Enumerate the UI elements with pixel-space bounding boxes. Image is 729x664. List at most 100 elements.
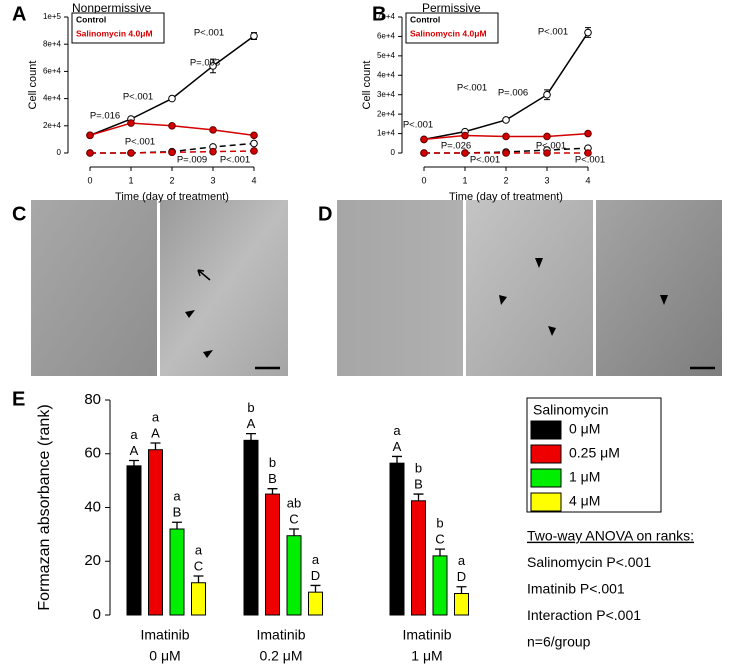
x-tick-label: 0	[421, 175, 426, 185]
error-bar	[289, 528, 299, 536]
y-axis-label: Formazan absorbance (rank)	[36, 404, 53, 610]
data-point	[584, 28, 592, 37]
x-tick-label: Imatinib	[402, 627, 451, 643]
p-value-annotation: P=.016	[90, 111, 120, 122]
p-value-annotation: P=.006	[498, 88, 528, 99]
arrowhead	[499, 295, 507, 305]
data-point	[250, 32, 258, 40]
error-bar	[413, 493, 424, 501]
letter-lower: a	[393, 423, 401, 438]
letter-upper: D	[457, 569, 466, 584]
x-tick-label: 1	[128, 175, 133, 185]
data-point	[584, 149, 592, 157]
y-tick-label: 4e+4	[377, 70, 396, 79]
error-bar	[246, 432, 256, 441]
legend-swatch	[530, 492, 562, 512]
bar	[126, 465, 142, 616]
bar	[432, 555, 448, 616]
arrowhead	[548, 326, 556, 336]
x-axis-label: Time (day of treatment)	[115, 191, 229, 203]
error-bar	[435, 548, 445, 556]
y-tick-label: 20	[84, 552, 101, 569]
p-value-annotation: P<.001	[470, 155, 500, 166]
y-tick-label: 7e+4	[377, 12, 396, 21]
data-point	[543, 149, 551, 157]
data-point	[168, 122, 176, 130]
letter-upper: B	[414, 477, 423, 492]
data-point	[209, 62, 217, 70]
micrograph-image	[337, 200, 463, 376]
error-bar	[392, 455, 402, 464]
p-value-annotation: P<.001	[536, 141, 566, 152]
y-tick-label: 8e+4	[43, 39, 62, 48]
x-tick-label: 1 μM	[411, 648, 442, 664]
y-tick-label: 4e+4	[43, 94, 62, 103]
y-tick-label: 1e+4	[377, 129, 396, 138]
y-tick-label: 2e+4	[377, 109, 396, 118]
panel-label: A	[12, 3, 26, 25]
y-tick-label: 0	[391, 148, 396, 157]
bar	[308, 591, 323, 616]
letter-lower: b	[415, 461, 422, 476]
bar	[265, 493, 280, 616]
micrograph-c	[31, 200, 288, 376]
stats-text: n=6/group	[527, 634, 591, 650]
data-point	[86, 131, 94, 140]
data-point	[461, 131, 469, 140]
x-tick-label: 0.2 μM	[259, 648, 302, 664]
data-point	[543, 132, 551, 141]
error-bar	[172, 521, 182, 529]
chart-title: Permissive	[422, 1, 481, 15]
arrowhead	[535, 258, 543, 268]
data-point	[502, 149, 510, 157]
letter-lower: b	[436, 516, 443, 531]
legend-swatch	[530, 444, 562, 464]
p-value-annotation: P<.001	[457, 83, 487, 94]
y-tick-label: 40	[84, 498, 101, 515]
error-bar	[193, 575, 204, 583]
y-tick-label: 6e+4	[43, 67, 62, 76]
arrowhead	[660, 295, 668, 305]
y-tick-label: 5e+4	[377, 51, 396, 60]
stats-text: Salinomycin P<.001	[527, 554, 651, 570]
letter-upper: C	[289, 511, 298, 526]
p-value-annotation: P<.001	[538, 27, 568, 38]
data-point	[250, 131, 258, 140]
legend-label: Control	[76, 14, 106, 24]
arrowhead	[203, 350, 213, 358]
x-tick-label: 0	[87, 175, 92, 185]
letter-upper: C	[194, 558, 203, 573]
legend-label: 4 μM	[569, 493, 600, 509]
letter-upper: A	[151, 425, 160, 440]
y-tick-label: 80	[84, 391, 101, 408]
letter-lower: a	[312, 552, 320, 567]
bar	[389, 462, 405, 616]
legend-label: 0.25 μM	[569, 445, 620, 461]
p-value-annotation: P<.001	[403, 120, 433, 131]
panel-label: B	[372, 3, 386, 25]
data-point	[461, 149, 469, 157]
stats-text: Two-way ANOVA on ranks:	[527, 528, 694, 544]
stats-text: Imatinib P<.001	[527, 581, 625, 597]
p-value-annotation: P=.009	[177, 155, 207, 166]
letter-lower: a	[195, 542, 203, 557]
letter-lower: b	[247, 400, 254, 415]
data-point	[250, 147, 258, 155]
data-point	[543, 90, 551, 99]
panel-label: C	[12, 203, 26, 225]
error-bar	[310, 584, 321, 593]
legend-label: 0 μM	[569, 421, 600, 437]
p-value-annotation: P=.026	[441, 141, 471, 152]
micrograph-image	[160, 200, 288, 376]
letter-upper: B	[268, 471, 277, 486]
x-tick-label: 4	[585, 175, 590, 185]
y-tick-label: 0	[93, 606, 101, 623]
error-bar	[150, 442, 161, 450]
data-point	[420, 135, 428, 144]
error-bar	[456, 586, 467, 594]
bar	[286, 535, 302, 616]
error-bar	[267, 488, 278, 495]
data-point	[209, 126, 217, 134]
p-value-annotation: P<.001	[125, 137, 155, 148]
